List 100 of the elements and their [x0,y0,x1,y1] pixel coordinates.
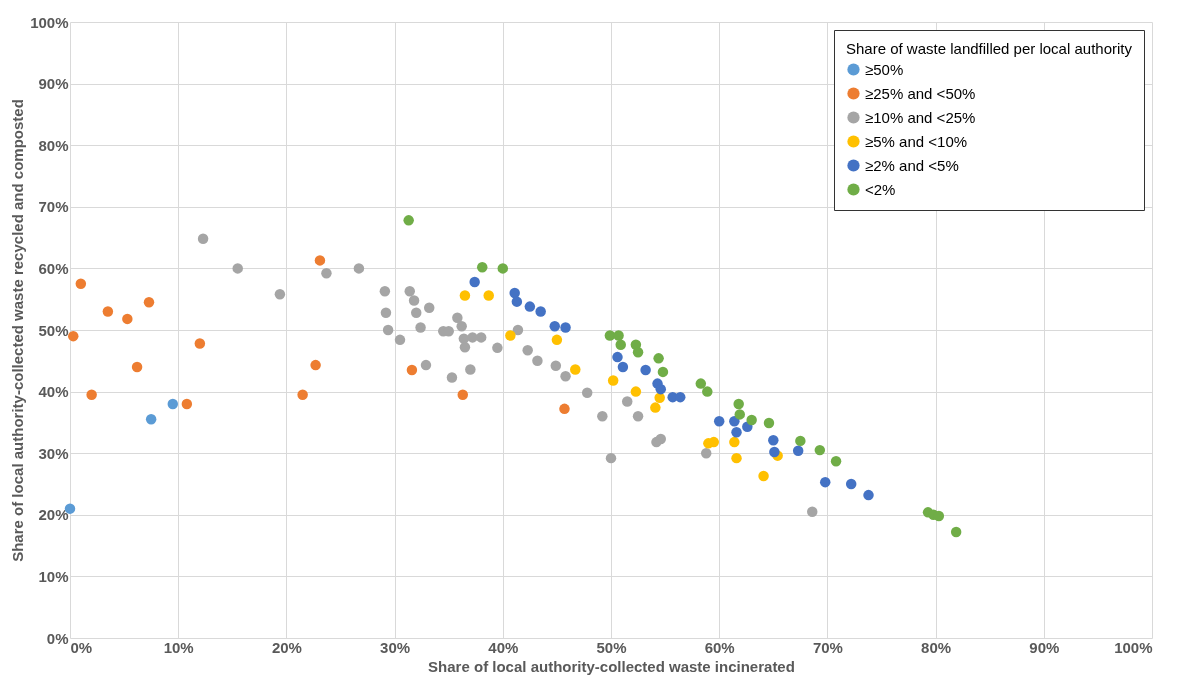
point [469,276,480,288]
point [446,372,458,383]
x-tick-label: 70% [812,638,843,656]
y-tick-label: 20% [38,506,69,524]
point [131,361,143,373]
point [695,378,707,389]
point [467,332,478,343]
point [675,391,686,403]
point [477,261,488,273]
y-tick-label: 10% [38,567,69,585]
point [560,322,571,333]
point [321,268,332,279]
point [274,289,286,300]
point [310,359,321,371]
x-tick-label: 80% [921,638,952,656]
point [505,330,516,341]
point [655,433,667,445]
legend-label: ≥5% and <10% [865,132,968,150]
legend-label: ≥25% and <50% [865,84,976,102]
x-tick-label: 10% [163,638,194,656]
point [524,301,536,312]
legend-label: ≥50% [865,60,904,78]
point [729,415,740,427]
legend-title: Share of waste landfilled per local authority [846,40,1133,57]
legend-label: ≥10% and <25% [865,108,976,126]
y-axis-title: Share of local authority-collected waste recycled and composted [9,99,27,562]
point [792,445,804,456]
point [497,263,509,274]
point [509,287,520,299]
point [630,386,642,397]
point [559,403,570,415]
y-tick-label: 40% [38,383,69,401]
point [143,297,155,308]
x-tick-label: 40% [488,638,519,656]
point [814,444,826,456]
point [830,455,842,467]
point [632,346,644,358]
point [122,313,133,325]
point [194,338,206,349]
point [632,411,644,422]
x-tick-label: 0% [70,638,93,656]
y-tick-label: 100% [30,13,69,31]
point [713,415,725,427]
point [406,364,418,376]
point [167,398,179,410]
point [795,435,806,447]
point [807,506,818,517]
point [232,263,243,274]
point [653,353,664,364]
point [597,411,608,422]
point [650,402,661,413]
point [411,307,422,318]
point [605,452,617,464]
point [382,324,394,336]
point [297,389,308,400]
point [532,355,543,367]
point [763,417,775,429]
point [702,386,713,397]
y-tick-label: 80% [38,136,69,154]
legend-label: ≥2% and <5% [865,156,959,174]
point [612,351,623,363]
point [615,339,626,351]
x-tick-label: 60% [704,638,735,656]
point [452,312,463,323]
legend-label: <2% [865,180,896,198]
point [613,330,624,341]
point [607,375,619,386]
point [181,398,193,410]
point [86,389,97,400]
point [950,526,962,538]
point [403,215,414,226]
point [700,447,712,459]
point [581,387,593,399]
point [492,342,503,354]
point [617,361,629,373]
point [68,330,79,342]
x-tick-label: 90% [1029,638,1060,656]
point [512,324,524,336]
point [459,290,471,301]
y-tick-label: 90% [38,75,69,93]
point [733,398,744,410]
point [511,296,523,307]
y-tick-label: 30% [38,444,69,462]
y-tick-label: 50% [38,321,69,339]
point [731,452,742,464]
point [654,392,665,403]
point [483,290,494,301]
y-tick-label: 60% [38,259,69,277]
point [768,435,779,446]
point [734,409,745,420]
point [145,414,157,425]
point [845,478,857,490]
point [551,334,563,346]
point [353,263,365,274]
point [522,345,533,356]
point [819,476,831,488]
point [457,389,469,400]
point [731,427,742,438]
point [379,285,391,297]
x-axis-title: Share of local authority-collected waste incinerated [428,657,795,675]
